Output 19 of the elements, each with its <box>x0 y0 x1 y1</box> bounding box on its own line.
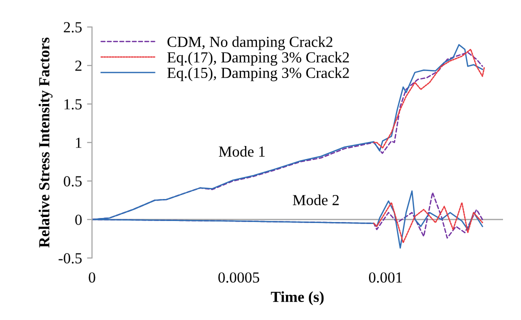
x-tick-label: 0.001 <box>368 272 402 283</box>
annotation: Mode 1 <box>218 146 265 157</box>
y-axis-title: Relative Stress Intensity Factors <box>38 38 53 248</box>
line-series <box>373 202 484 244</box>
legend-label: CDM, No damping Crack2 <box>167 36 332 50</box>
y-tick-label: -0.5 <box>58 253 82 264</box>
y-tick-label: 2 <box>75 60 82 71</box>
x-axis-title: Time (s) <box>270 291 324 306</box>
line-series <box>373 48 485 149</box>
x-tick-label: 0.0005 <box>218 272 260 283</box>
y-tick-label: 0 <box>75 214 82 225</box>
annotation: Mode 2 <box>292 194 339 206</box>
legend-label: Eq.(15), Damping 3% Crack2 <box>167 67 349 82</box>
y-tick-label: 2.5 <box>64 22 82 33</box>
legend-label: Eq.(17), Damping 3% Crack2 <box>167 52 349 66</box>
y-tick-label: 0.5 <box>64 176 82 187</box>
y-tick-label: 1 <box>76 138 82 148</box>
y-tick-label: 1.5 <box>64 99 82 110</box>
x-tick-label: 0 <box>88 272 96 283</box>
